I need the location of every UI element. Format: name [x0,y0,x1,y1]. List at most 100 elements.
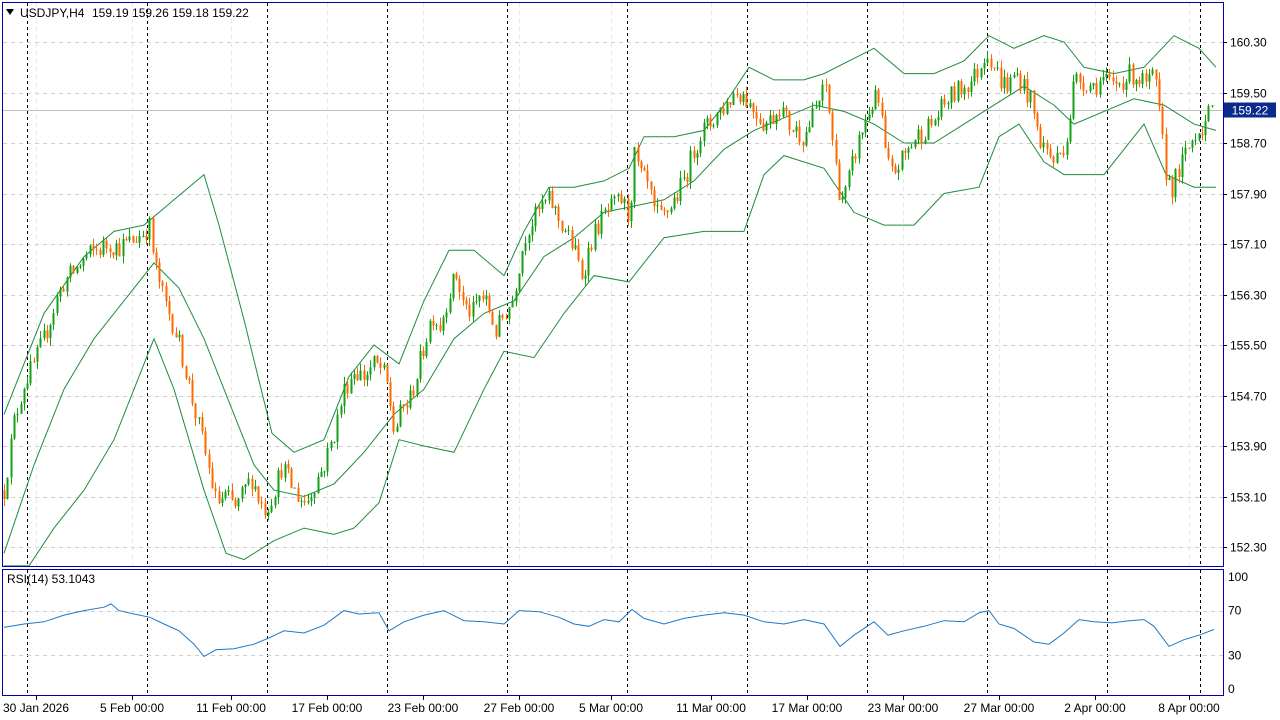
bull-candle [300,500,303,502]
bear-candle [1079,73,1082,83]
bull-candle [237,498,240,507]
bollinger-lower-band [4,123,1216,567]
bear-candle [561,221,564,232]
bull-candle [940,98,943,117]
bear-candle [234,499,237,507]
bear-candle [663,209,666,211]
bull-candle [82,258,85,266]
time-tick-label: 8 Apr 00:00 [1158,701,1220,715]
bull-candle [844,186,847,198]
bull-candle [336,414,339,442]
bull-candle [808,127,811,133]
bear-candle [125,239,128,241]
bear-candle [264,503,267,516]
bull-candle [142,236,145,237]
bull-candle [600,211,603,234]
bear-candle [686,177,689,182]
bear-candle [1095,83,1098,95]
bull-candle [10,438,13,478]
bull-candle [917,129,920,140]
price-tick-label: 157.10 [1230,238,1267,252]
bull-candle [148,218,151,240]
rsi-panel-frame [2,569,1224,696]
bear-candle [211,467,214,489]
bull-candle [775,115,778,124]
bull-candle [574,245,577,249]
bear-candle [943,98,946,105]
bull-candle [594,223,597,250]
bear-candle [72,265,75,273]
bear-candle [389,381,392,407]
price-tick-label: 159.50 [1230,87,1267,101]
bull-candle [548,190,551,201]
bull-candle [429,320,432,343]
bull-candle [1016,73,1019,75]
bear-candle [165,285,168,302]
bull-candle [1069,118,1072,142]
triangle-down-icon[interactable] [6,9,14,15]
bear-candle [960,81,963,95]
bull-candle [1198,133,1201,140]
bull-candle [244,484,247,488]
bear-candle [92,245,95,250]
bear-candle [1165,134,1168,180]
bear-candle [482,295,485,300]
bear-candle [386,364,389,382]
bear-candle [650,181,653,190]
bear-candle [930,118,933,126]
bull-candle [534,206,537,227]
bull-candle [399,404,402,427]
bear-candle [95,249,98,251]
bull-candle [528,235,531,244]
bear-candle [993,67,996,69]
price-tick-label: 157.90 [1230,188,1267,202]
bear-candle [1059,152,1062,154]
bear-candle [412,390,415,396]
bull-candle [716,112,719,126]
bear-candle [1052,156,1055,163]
bear-candle [505,317,508,319]
bull-candle [1211,105,1214,107]
price-tick-label: 152.30 [1230,541,1267,555]
bear-candle [231,490,234,500]
bull-candle [435,324,438,326]
bull-candle [1072,81,1075,119]
bear-candle [607,209,610,211]
bear-candle [257,486,260,502]
bear-candle [135,242,138,244]
bull-candle [89,245,92,255]
bear-candle [251,478,254,490]
bull-candle [1066,141,1069,156]
bear-candle [1108,74,1111,78]
bear-candle [402,404,405,406]
bear-candle [1062,152,1065,156]
bear-candle [99,249,102,255]
bull-candle [927,118,930,140]
bull-candle [858,134,861,159]
bear-candle [260,501,263,504]
bear-candle [881,102,884,116]
bull-candle [950,86,953,104]
bear-candle [551,190,554,208]
bear-candle [356,374,359,381]
bear-candle [161,281,164,286]
bull-candle [52,313,55,325]
bull-candle [742,94,745,102]
bear-candle [877,89,880,103]
bear-candle [577,245,580,261]
bear-candle [666,210,669,213]
bull-candle [1092,83,1095,86]
time-tick-label: 27 Feb 00:00 [484,701,555,715]
bull-candle [868,113,871,120]
bull-candle [1102,77,1105,81]
bull-candle [910,147,913,149]
bear-candle [194,403,197,419]
bear-candle [828,84,831,113]
bull-candle [515,290,518,302]
bear-candle [112,252,115,256]
bear-candle [188,378,191,381]
bull-candle [221,498,224,504]
time-tick-label: 2 Apr 00:00 [1064,701,1126,715]
bull-candle [541,201,544,210]
